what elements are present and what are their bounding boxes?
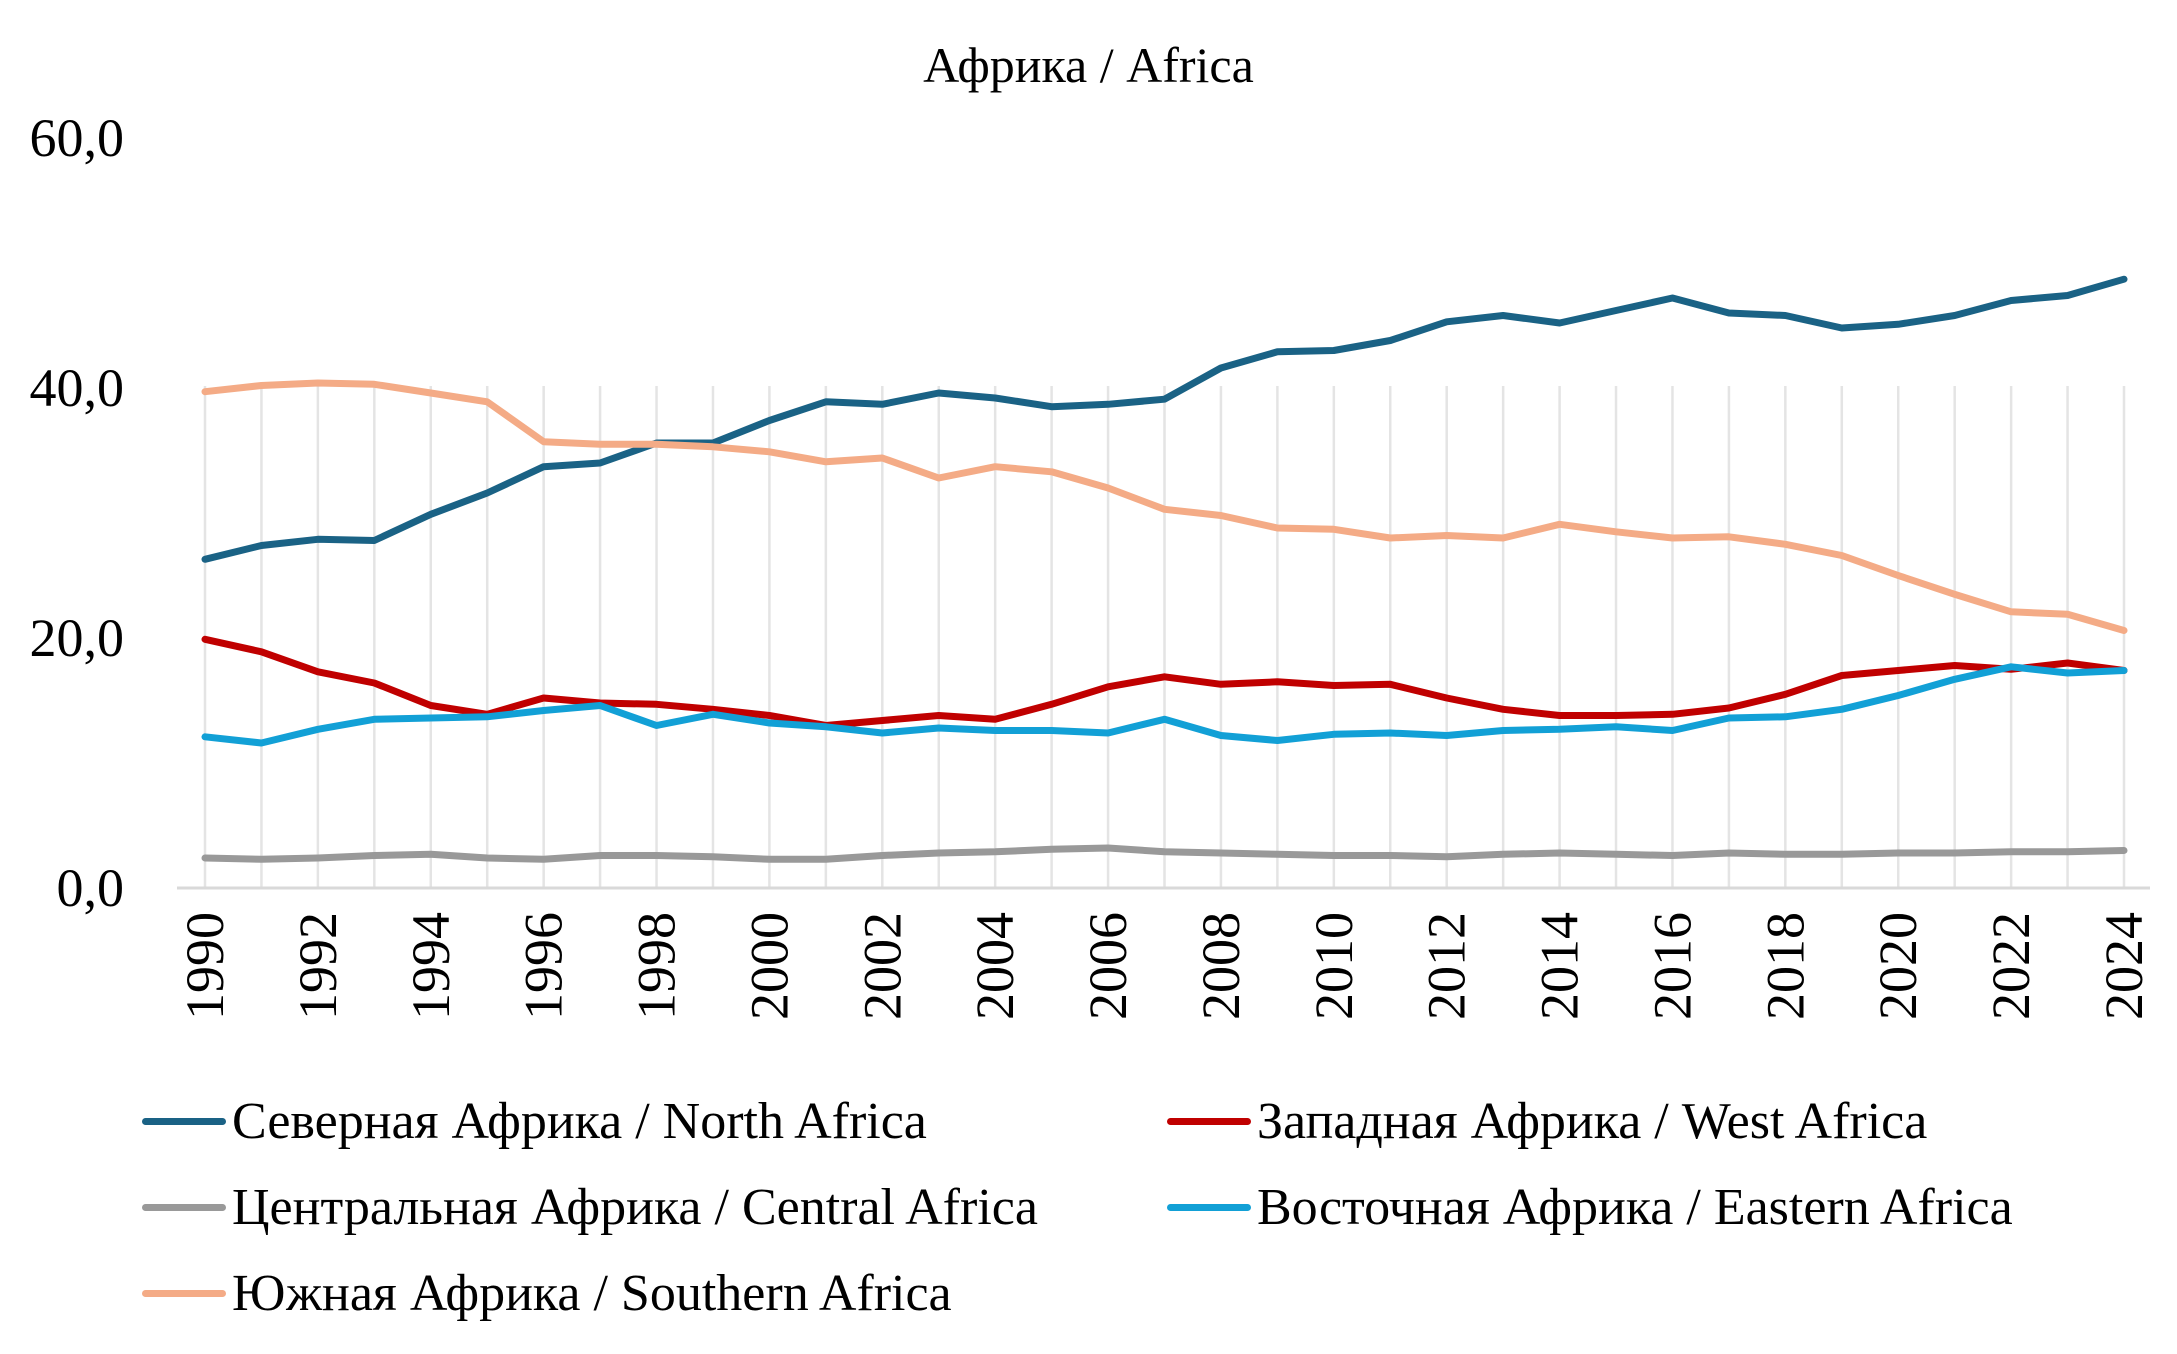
- legend-item: Западная Африка / West Africa: [1167, 1092, 1927, 1151]
- legend-swatch: [142, 1204, 226, 1211]
- x-tick-label: 2014: [1530, 912, 1590, 1020]
- legend-label: Южная Африка / Southern Africa: [232, 1265, 952, 1322]
- gridlines: [203, 386, 2126, 888]
- legend-item: Восточная Африка / Eastern Africa: [1167, 1178, 2013, 1237]
- legend-swatch: [142, 1118, 226, 1125]
- x-tick-label: 2018: [1755, 912, 1815, 1020]
- y-tick-label: 60,0: [30, 108, 125, 168]
- x-tick-label: 1992: [288, 912, 348, 1020]
- x-tick-label: 2004: [965, 912, 1025, 1020]
- x-tick-label: 2022: [1981, 912, 2041, 1020]
- x-tick-label: 1994: [401, 912, 461, 1020]
- legend-item: Северная Африка / North Africa: [142, 1092, 927, 1151]
- series-line-4: [201, 379, 2128, 634]
- series-line-1: [201, 635, 2128, 729]
- series-lines: [201, 275, 2128, 863]
- y-tick-label: 20,0: [30, 608, 125, 668]
- x-tick-label: 2024: [2094, 912, 2154, 1020]
- series-line-0: [201, 275, 2128, 563]
- chart-title: Африка / Africa: [923, 37, 1254, 93]
- x-tick-label: 1990: [175, 912, 235, 1020]
- legend-swatch: [1167, 1118, 1251, 1125]
- x-tick-label: 2002: [852, 912, 912, 1020]
- legend-label: Центральная Африка / Central Africa: [232, 1179, 1038, 1236]
- legend-label: Северная Африка / North Africa: [232, 1093, 927, 1150]
- x-tick-label: 2008: [1191, 912, 1251, 1020]
- y-tick-labels: 0,0 20,0 40,0 60,0: [30, 108, 125, 918]
- series-line-2: [201, 844, 2128, 863]
- x-tick-label: 2016: [1642, 912, 1702, 1020]
- x-tick-label: 1998: [627, 912, 687, 1020]
- x-tick-labels: 1990 1992 1994 1996 1998 2000 2002 2004 2006 2008…: [175, 912, 2154, 1020]
- x-tick-label: 2020: [1868, 912, 1928, 1020]
- legend-item: Центральная Африка / Central Africa: [142, 1178, 1038, 1237]
- y-tick-label: 40,0: [30, 358, 125, 418]
- series-line-3: [201, 663, 2128, 747]
- x-tick-label: 2012: [1417, 912, 1477, 1020]
- legend-swatch: [1167, 1204, 1251, 1211]
- x-tick-label: 2000: [739, 912, 799, 1020]
- x-tick-label: 2006: [1078, 912, 1138, 1020]
- x-tick-label: 1996: [514, 912, 574, 1020]
- y-tick-label: 0,0: [57, 858, 125, 918]
- legend-label: Западная Африка / West Africa: [1257, 1093, 1928, 1150]
- x-tick-label: 2010: [1304, 912, 1364, 1020]
- legend-swatch: [142, 1290, 226, 1297]
- legend-item: Южная Африка / Southern Africa: [142, 1264, 952, 1323]
- legend-label: Восточная Африка / Eastern Africa: [1257, 1179, 2013, 1236]
